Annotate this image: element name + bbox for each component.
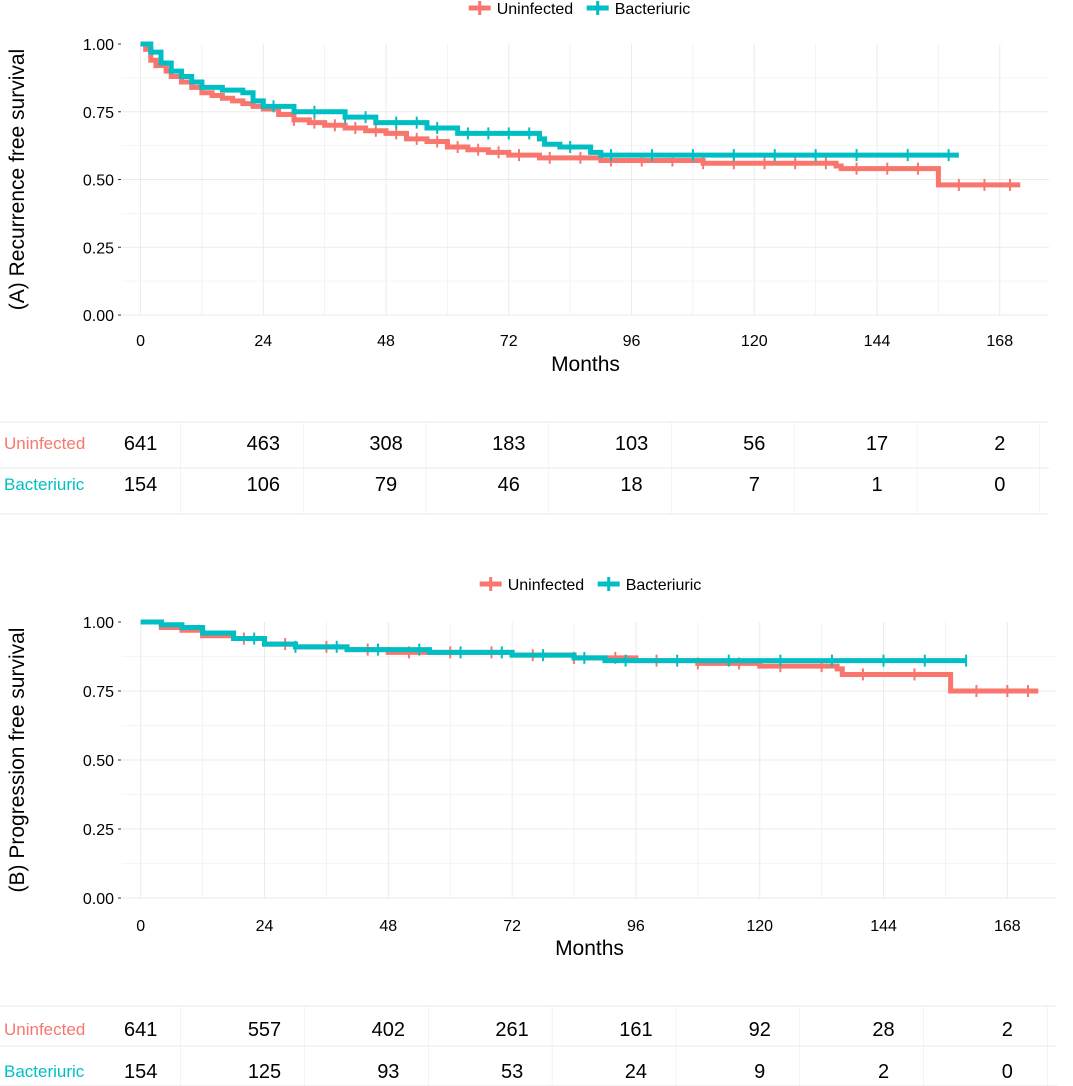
risk-count: 641 bbox=[124, 1019, 157, 1041]
x-tick-label: 24 bbox=[254, 333, 272, 350]
risk-count: 2 bbox=[1002, 1019, 1013, 1041]
risk-count: 103 bbox=[615, 433, 648, 455]
y-tick-label: 0.50 bbox=[83, 173, 114, 190]
risk-count: 183 bbox=[492, 433, 525, 455]
risk-count: 46 bbox=[498, 474, 520, 496]
censor-marks-bacteriuric bbox=[253, 632, 968, 667]
risk-count: 7 bbox=[749, 474, 760, 496]
y-tick-label: 1.00 bbox=[83, 37, 114, 54]
y-axis-label: (B) Progression free survival bbox=[6, 628, 29, 893]
legend: Uninfected Bacteriuric bbox=[468, 1, 691, 18]
y-tick-label: 0.25 bbox=[83, 240, 114, 257]
x-tick-label: 24 bbox=[256, 918, 274, 935]
risk-count: 92 bbox=[749, 1019, 771, 1041]
x-tick-label: 168 bbox=[986, 333, 1013, 350]
risk-count: 106 bbox=[247, 474, 280, 496]
x-tick-label: 120 bbox=[746, 918, 773, 935]
risk-count: 17 bbox=[866, 433, 888, 455]
risk-count: 28 bbox=[872, 1019, 894, 1041]
censor-marks-uninfected bbox=[292, 113, 1012, 191]
x-tick-label: 72 bbox=[503, 918, 521, 935]
legend-label: Uninfected bbox=[508, 577, 585, 594]
y-tick-label: 1.00 bbox=[83, 615, 114, 632]
risk-group-label: Uninfected bbox=[4, 1020, 85, 1039]
risk-count: 308 bbox=[369, 433, 402, 455]
x-tick-label: 120 bbox=[741, 333, 768, 350]
risk-table: Uninfected 641 557 402 261 161 92 28 2Bacteriuri… bbox=[0, 1005, 1057, 1086]
risk-count: 93 bbox=[377, 1061, 399, 1083]
panel-b: 0.00 0.25 0.50 0.75 1.00 0 24 48 72 96 120 144 168 Mo… bbox=[0, 577, 1057, 1086]
risk-count: 125 bbox=[248, 1061, 281, 1083]
risk-group-label: Bacteriuric bbox=[4, 1062, 85, 1081]
legend-label: Bacteriuric bbox=[626, 577, 702, 594]
risk-group-label: Bacteriuric bbox=[4, 475, 85, 494]
y-tick-label: 0.75 bbox=[83, 684, 114, 701]
x-axis-label: Months bbox=[551, 353, 620, 376]
series-line-bacteriuric bbox=[140, 619, 967, 664]
y-tick-label: 0.75 bbox=[83, 105, 114, 122]
risk-count: 0 bbox=[1002, 1061, 1013, 1083]
risk-count: 53 bbox=[501, 1061, 523, 1083]
y-tick-label: 0.00 bbox=[83, 891, 114, 908]
x-tick-label: 48 bbox=[379, 918, 397, 935]
y-axis-label: (A) Recurrence free survival bbox=[6, 49, 29, 310]
panel-a: 0.000.250.500.751.000 24 48 72 96 120 144 168Mo… bbox=[0, 1, 1049, 515]
risk-table: Uninfected 641 463 308 183 103 56 17 2Bacteriuri… bbox=[0, 421, 1049, 515]
grid bbox=[122, 622, 1057, 899]
risk-count: 463 bbox=[247, 433, 280, 455]
series-line-uninfected bbox=[140, 41, 1021, 188]
x-tick-label: 144 bbox=[864, 333, 891, 350]
legend-label: Bacteriuric bbox=[615, 1, 691, 18]
risk-count: 402 bbox=[372, 1019, 405, 1041]
grid bbox=[122, 44, 1049, 316]
y-tick-label: 0.25 bbox=[83, 822, 114, 839]
x-tick-label: 0 bbox=[136, 918, 145, 935]
risk-count: 557 bbox=[248, 1019, 281, 1041]
x-tick-label: 48 bbox=[377, 333, 395, 350]
risk-count: 56 bbox=[743, 433, 765, 455]
y-tick-label: 0.00 bbox=[83, 308, 114, 325]
risk-count: 161 bbox=[619, 1019, 652, 1041]
risk-count: 261 bbox=[495, 1019, 528, 1041]
series-line-bacteriuric bbox=[140, 41, 959, 158]
x-tick-label: 96 bbox=[627, 918, 645, 935]
risk-count: 1 bbox=[871, 474, 882, 496]
x-tick-label: 96 bbox=[623, 333, 641, 350]
risk-count: 154 bbox=[124, 474, 157, 496]
legend-label: Uninfected bbox=[497, 1, 574, 18]
risk-count: 0 bbox=[994, 474, 1005, 496]
risk-count: 2 bbox=[994, 433, 1005, 455]
x-tick-label: 72 bbox=[500, 333, 518, 350]
y-tick-label: 0.50 bbox=[83, 753, 114, 770]
x-tick-label: 168 bbox=[994, 918, 1021, 935]
legend: Uninfected Bacteriuric bbox=[479, 577, 702, 594]
censor-marks-bacteriuric bbox=[272, 100, 950, 162]
x-tick-label: 0 bbox=[136, 333, 145, 350]
x-tick-label: 144 bbox=[870, 918, 897, 935]
risk-count: 79 bbox=[375, 474, 397, 496]
x-axis-label: Months bbox=[555, 937, 624, 960]
risk-count: 154 bbox=[124, 1061, 157, 1083]
risk-group-label: Uninfected bbox=[4, 434, 85, 453]
risk-count: 641 bbox=[124, 433, 157, 455]
risk-count: 18 bbox=[620, 474, 642, 496]
risk-count: 24 bbox=[625, 1061, 647, 1083]
risk-count: 2 bbox=[878, 1061, 889, 1083]
risk-count: 9 bbox=[754, 1061, 765, 1083]
